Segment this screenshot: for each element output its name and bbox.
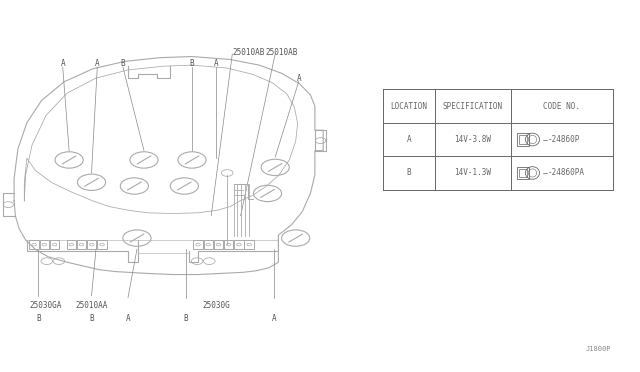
Text: A: A <box>271 314 276 323</box>
Bar <box>517 167 529 179</box>
Text: A: A <box>296 74 301 83</box>
Text: B: B <box>36 314 41 323</box>
Text: B: B <box>406 169 412 177</box>
Bar <box>87 240 97 249</box>
Bar <box>519 135 527 144</box>
Text: LOCATION: LOCATION <box>390 102 428 110</box>
Text: CODE NO.: CODE NO. <box>543 102 580 110</box>
Text: 25010AB: 25010AB <box>266 48 298 57</box>
Bar <box>244 240 254 249</box>
Text: 25010AB: 25010AB <box>232 48 265 57</box>
Bar <box>193 240 203 249</box>
Bar <box>67 240 76 249</box>
Text: A: A <box>95 59 100 68</box>
Bar <box>517 133 529 146</box>
Text: A: A <box>406 135 412 144</box>
Bar <box>40 240 49 249</box>
Polygon shape <box>14 57 323 275</box>
Text: A: A <box>213 59 218 68</box>
Bar <box>204 240 213 249</box>
Text: 14V-1.3W: 14V-1.3W <box>454 169 492 177</box>
Bar <box>519 169 527 177</box>
Text: B: B <box>89 314 94 323</box>
Text: 25030GA: 25030GA <box>30 301 62 310</box>
Text: 25010AA: 25010AA <box>76 301 108 310</box>
Text: A: A <box>125 314 131 323</box>
Text: B: B <box>120 59 125 68</box>
Bar <box>97 240 107 249</box>
Bar <box>50 240 60 249</box>
Text: 25030G: 25030G <box>202 301 230 310</box>
Bar <box>214 240 223 249</box>
Bar <box>77 240 86 249</box>
Text: J1800P: J1800P <box>586 346 611 352</box>
Text: 14V-3.8W: 14V-3.8W <box>454 135 492 144</box>
Bar <box>29 240 39 249</box>
Text: SPECIFICATION: SPECIFICATION <box>443 102 503 110</box>
Polygon shape <box>315 130 326 151</box>
Text: B: B <box>189 59 195 68</box>
Text: A: A <box>60 59 65 68</box>
Bar <box>234 240 244 249</box>
Text: -24860P: -24860P <box>547 135 580 144</box>
Text: B: B <box>183 314 188 323</box>
Bar <box>224 240 234 249</box>
Text: -24860PA: -24860PA <box>547 169 584 177</box>
